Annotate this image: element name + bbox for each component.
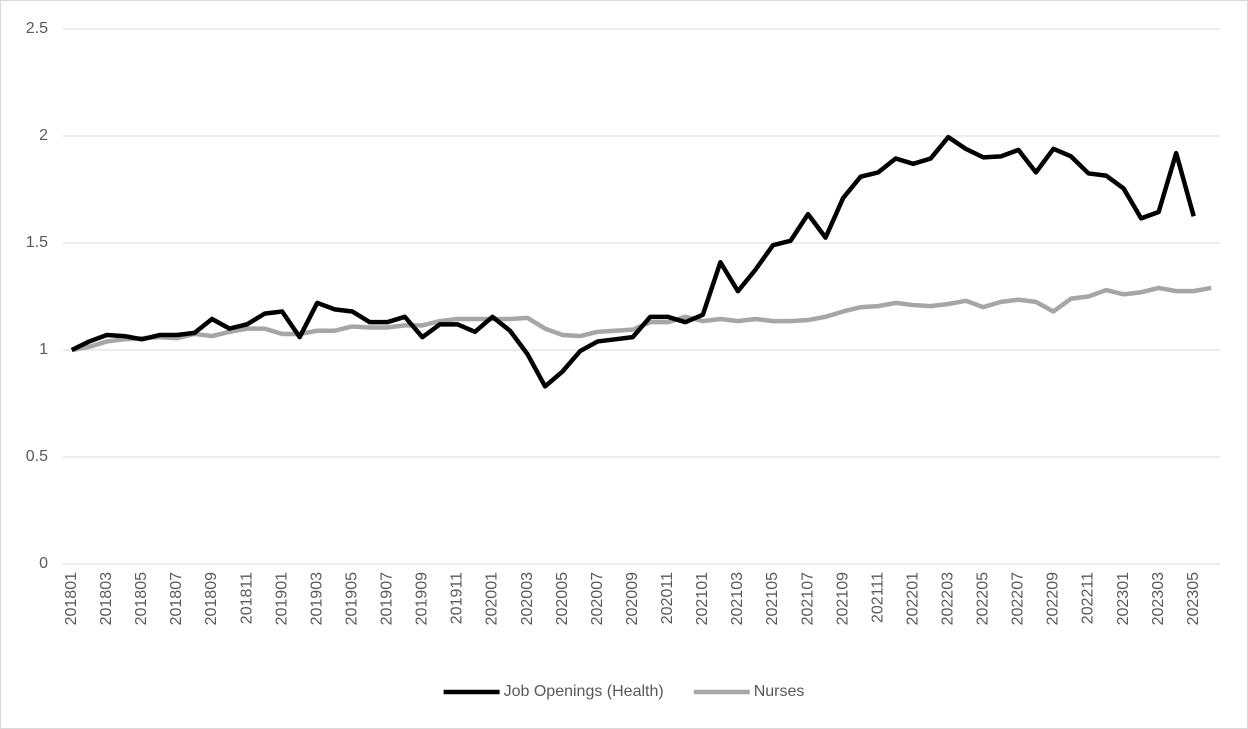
x-tick-label: 202111: [869, 572, 886, 623]
x-tick-label: 202211: [1080, 572, 1097, 624]
x-tick-label: 201811: [238, 572, 255, 624]
x-tick-label: 201803: [98, 572, 115, 625]
y-tick-label: 2.5: [26, 20, 48, 37]
legend-label: Nurses: [754, 683, 805, 700]
y-tick-label: 1.5: [26, 234, 48, 251]
x-tick-label: 201909: [414, 572, 431, 625]
x-tick-label: 201807: [168, 572, 185, 625]
x-tick-label: 202105: [764, 572, 781, 625]
x-tick-label: 202207: [1010, 572, 1027, 625]
x-tick-label: 202301: [1115, 572, 1132, 625]
x-tick-label: 201901: [273, 572, 290, 625]
x-tick-label: 202005: [554, 572, 571, 625]
y-tick-label: 1: [39, 341, 48, 358]
x-tick-label: 202205: [975, 572, 992, 625]
x-tick-label: 202109: [834, 572, 851, 625]
y-tick-label: 0.5: [26, 448, 48, 465]
x-tick-label: 201903: [308, 572, 325, 625]
x-tick-label: 202203: [939, 572, 956, 625]
x-tick-label: 202209: [1045, 572, 1062, 625]
x-tick-label: 202101: [694, 572, 711, 625]
x-tick-label: 201809: [203, 572, 220, 625]
series-line: [70, 134, 1196, 389]
x-tick-label: 201805: [133, 572, 150, 625]
x-tick-label: 202007: [589, 572, 606, 625]
y-tick-label: 2: [39, 127, 48, 144]
x-tick-label: 202009: [624, 572, 641, 625]
x-tick-label: 202201: [904, 572, 921, 625]
x-tick-label: 202011: [659, 572, 676, 624]
y-tick-label: 0: [39, 555, 48, 572]
x-tick-label: 202003: [519, 572, 536, 625]
x-tick-label: 201907: [379, 572, 396, 625]
x-tick-label: 202303: [1150, 572, 1167, 625]
x-tick-label: 201911: [449, 572, 466, 624]
x-tick-label: 202107: [799, 572, 816, 625]
x-tick-label: 202305: [1185, 572, 1202, 625]
x-tick-label: 202001: [484, 572, 501, 625]
legend-label: Job Openings (Health): [504, 683, 664, 700]
x-tick-label: 201905: [343, 572, 360, 625]
x-tick-label: 202103: [729, 572, 746, 625]
x-tick-label: 201801: [63, 572, 80, 625]
